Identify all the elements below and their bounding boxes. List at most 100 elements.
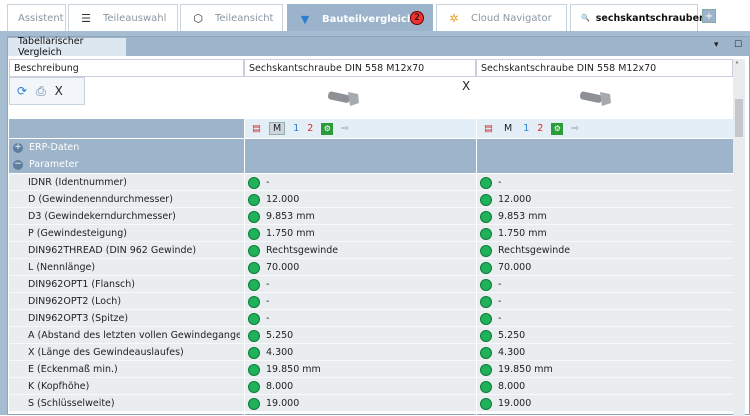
match-status-icon <box>480 329 492 342</box>
match-status-icon <box>248 380 260 393</box>
parameter-label: E (Eckenmaß min.) <box>28 364 118 375</box>
view-1-button[interactable]: 1 <box>293 123 300 134</box>
value-part-1: 1.750 mm <box>266 228 315 239</box>
mode-m-button[interactable]: M <box>268 122 286 135</box>
parameter-label: DIN962OPT1 (Flansch) <box>28 279 135 290</box>
table-icon[interactable]: ▤ <box>484 123 493 134</box>
table-row[interactable]: S (Schlüsselweite) 19.000 19.000 <box>9 395 733 412</box>
value-part-2: 1.750 mm <box>498 228 547 239</box>
value-part-2: 19.850 mm <box>498 364 553 375</box>
close-toolbar-button[interactable]: X <box>54 84 63 98</box>
value-part-1: Rechtsgewinde <box>266 245 339 256</box>
panel-title[interactable]: Tabellarischer Vergleich <box>8 36 126 58</box>
parameter-label: IDNR (Identnummer) <box>28 177 127 188</box>
header-part-1: Sechskantschraube DIN 558 M12x70 <box>244 59 476 77</box>
match-status-icon <box>248 244 260 257</box>
view-1-button[interactable]: 1 <box>523 123 530 134</box>
view-2-button[interactable]: 2 <box>537 123 544 134</box>
parameter-label: DIN962OPT2 (Loch) <box>28 296 122 307</box>
column-divider <box>244 77 245 416</box>
tab-teileansicht[interactable]: ⬡ Teileansicht <box>180 4 283 31</box>
add-tab-button[interactable]: + <box>702 9 716 23</box>
match-status-icon <box>480 261 492 274</box>
match-status-icon <box>248 176 260 189</box>
maximize-button[interactable]: ☐ <box>734 40 743 50</box>
transfer-icon[interactable]: ⇨ <box>341 123 350 134</box>
match-status-icon <box>248 312 260 325</box>
value-part-2: 4.300 <box>498 347 526 358</box>
table-row[interactable]: L (Nennlänge) 70.000 70.000 <box>9 259 733 276</box>
match-status-icon <box>248 363 260 376</box>
table-row[interactable]: DIN962OPT1 (Flansch) - - <box>9 276 733 293</box>
match-status-icon <box>248 261 260 274</box>
vertical-scrollbar[interactable]: ˄ <box>733 59 745 416</box>
settings-icon[interactable]: ⚙ <box>551 122 564 135</box>
value-part-1: 4.300 <box>266 347 294 358</box>
scroll-up-icon[interactable]: ˄ <box>735 61 739 70</box>
header-part-2: Sechskantschraube DIN 558 M12x70 <box>476 59 733 77</box>
search-abc-icon: 🔍 <box>581 14 590 22</box>
value-part-1: - <box>266 279 270 290</box>
value-part-2: - <box>498 296 502 307</box>
group-parameter[interactable]: − Parameter <box>9 156 733 173</box>
scrollbar-thumb[interactable] <box>735 99 743 137</box>
comparison-panel: Tabellarischer Vergleich ▾ ☐ Beschreibun… <box>7 36 750 416</box>
parameter-label: L (Nennlänge) <box>28 262 96 273</box>
match-status-icon <box>480 397 492 410</box>
mode-m-button[interactable]: M <box>503 123 513 134</box>
match-status-icon <box>480 176 492 189</box>
remove-part-button[interactable]: X <box>462 79 471 93</box>
parameter-label: X (Länge des Gewindeauslaufes) <box>28 347 184 358</box>
match-status-icon <box>248 295 260 308</box>
table-row[interactable]: X (Länge des Gewindeauslaufes) 4.300 4.3… <box>9 344 733 361</box>
table-row[interactable]: IDNR (Identnummer) - - <box>9 174 733 191</box>
value-part-2: 9.853 mm <box>498 211 547 222</box>
tab-bauteilvergleich[interactable]: ▼ Bauteilvergleich 2 <box>287 4 433 34</box>
value-part-2: 19.000 <box>498 398 532 409</box>
match-status-icon <box>480 193 492 206</box>
table-row[interactable]: DIN962OPT3 (Spitze) - - <box>9 310 733 327</box>
match-status-icon <box>480 380 492 393</box>
tab-search-results[interactable]: 🔍 sechskantschrauben <box>570 4 706 31</box>
tab-cloud-navigator[interactable]: ✲ Cloud Navigator <box>436 4 567 31</box>
export-icon[interactable]: ⟳ <box>17 84 28 98</box>
floating-toolbar: ⟳ ⎙ X <box>9 77 85 105</box>
transfer-icon[interactable]: ⇨ <box>571 123 580 134</box>
table-row[interactable]: P (Gewindesteigung) 1.750 mm 1.750 mm <box>9 225 733 242</box>
match-status-icon <box>248 210 260 223</box>
settings-icon[interactable]: ⚙ <box>321 122 334 135</box>
collapse-icon[interactable]: − <box>13 159 23 170</box>
value-part-1: 19.850 mm <box>266 364 321 375</box>
parameter-label: D (Gewindenenndurchmesser) <box>28 194 173 205</box>
table-row[interactable]: A (Abstand des letzten vollen Gewindegan… <box>9 327 733 344</box>
match-status-icon <box>480 227 492 240</box>
expand-icon[interactable]: + <box>13 142 23 153</box>
cloud-navigator-icon: ✲ <box>449 11 459 25</box>
parameter-label: P (Gewindesteigung) <box>28 228 127 239</box>
table-row[interactable]: E (Eckenmaß min.) 19.850 mm 19.850 mm <box>9 361 733 378</box>
parameter-label: A (Abstand des letzten vollen Gewindegan… <box>28 330 240 341</box>
value-part-1: 9.853 mm <box>266 211 315 222</box>
value-part-1: 12.000 <box>266 194 300 205</box>
table-row[interactable]: DIN962THREAD (DIN 962 Gewinde) Rechtsgew… <box>9 242 733 259</box>
tab-assistent[interactable]: Assistent <box>7 4 66 31</box>
table-row[interactable]: K (Kopfhöhe) 8.000 8.000 <box>9 378 733 395</box>
tab-bar: Assistent ☰ Teileauswahl ⬡ Teileansicht ▼ B… <box>0 0 750 34</box>
value-part-2: Rechtsgewinde <box>498 245 571 256</box>
table-icon[interactable]: ▤ <box>252 123 261 134</box>
table-row[interactable]: DIN962OPT2 (Loch) - - <box>9 293 733 310</box>
match-status-icon <box>248 193 260 206</box>
value-part-2: 5.250 <box>498 330 526 341</box>
tab-teileauswahl[interactable]: ☰ Teileauswahl <box>68 4 178 31</box>
value-part-2: - <box>498 313 502 324</box>
parameter-label: D3 (Gewindekerndurchmesser) <box>28 211 176 222</box>
group-erp-daten[interactable]: + ERP-Daten <box>9 139 733 156</box>
panel-menu-button[interactable]: ▾ <box>714 40 719 50</box>
match-status-icon <box>480 278 492 291</box>
match-status-icon <box>480 312 492 325</box>
table-row[interactable]: D (Gewindenenndurchmesser) 12.000 12.000 <box>9 191 733 208</box>
print-icon[interactable]: ⎙ <box>36 83 46 98</box>
table-row[interactable]: D3 (Gewindekerndurchmesser) 9.853 mm 9.8… <box>9 208 733 225</box>
view-2-button[interactable]: 2 <box>307 123 314 134</box>
panel-header: Tabellarischer Vergleich ▾ ☐ <box>8 36 750 58</box>
